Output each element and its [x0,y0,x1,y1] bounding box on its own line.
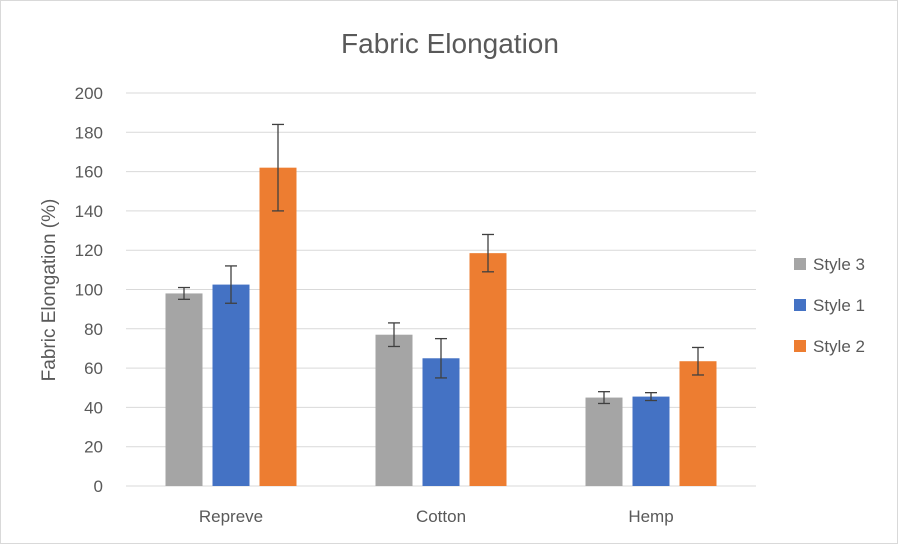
bar [375,334,413,486]
y-tick-label: 180 [75,123,103,142]
y-tick-label: 100 [75,281,103,300]
x-tick-label: Cotton [416,507,466,526]
y-tick-label: 20 [84,438,103,457]
legend-label: Style 1 [813,296,865,315]
legend-swatch [794,340,806,352]
y-tick-label: 140 [75,202,103,221]
x-tick-label: Hemp [628,507,673,526]
bar [679,361,717,486]
bar [422,358,460,486]
bar [212,284,250,486]
bar [259,167,297,487]
legend: Style 3 Style 1 Style 2 [794,255,865,356]
bar [585,397,623,486]
y-tick-label: 60 [84,359,103,378]
bars [165,167,717,487]
chart-title: Fabric Elongation [341,28,559,59]
legend-swatch [794,299,806,311]
y-axis-label: Fabric Elongation (%) [39,199,60,382]
legend-swatch [794,258,806,270]
y-tick-label: 80 [84,320,103,339]
y-tick-label: 120 [75,241,103,260]
bar [165,293,203,486]
y-tick-label: 160 [75,163,103,182]
x-tick-label: Repreve [199,507,263,526]
y-tick-label: 40 [84,398,103,417]
error-bars [178,123,704,405]
y-tick-label: 0 [94,477,103,496]
bar [632,396,670,486]
y-tick-labels: 0 20 40 60 80 100 120 140 160 180 200 [75,84,103,496]
legend-label: Style 2 [813,337,865,356]
x-tick-labels: Repreve Cotton Hemp [199,507,674,526]
legend-label: Style 3 [813,255,865,274]
y-tick-label: 200 [75,84,103,103]
bar [469,253,507,486]
